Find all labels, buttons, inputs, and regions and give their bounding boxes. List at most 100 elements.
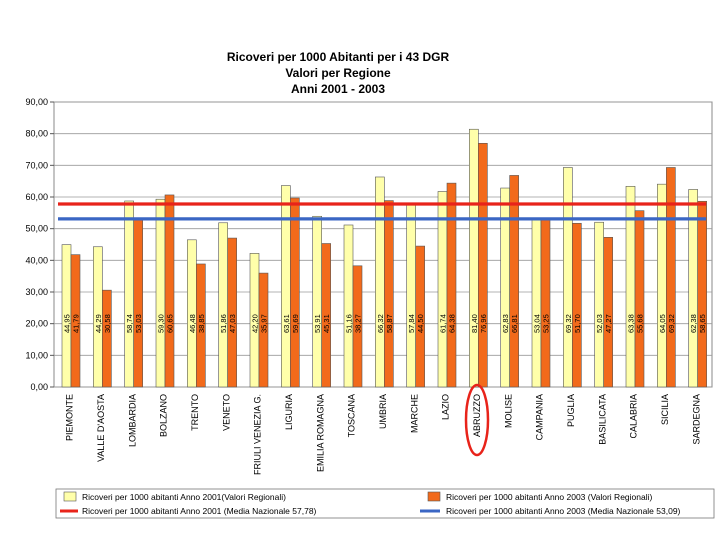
bar-2001 (437, 191, 448, 388)
bar-2001 (531, 218, 542, 388)
bar-2001 (375, 176, 385, 388)
category-label: LIGURIA (284, 394, 294, 430)
y-tick-label: 80,00 (25, 129, 48, 139)
bar-2001 (218, 222, 228, 388)
data-label-2001: 58,74 (125, 314, 134, 333)
bar-2001 (124, 200, 134, 388)
y-tick-label: 70,00 (25, 160, 48, 170)
bar-2003 (258, 272, 269, 388)
category-label: MARCHE (409, 394, 419, 433)
category-label: PIEMONTE (65, 394, 75, 441)
chart-title-line-3: Anni 2001 - 2003 (291, 82, 385, 96)
bar-2003 (70, 254, 81, 388)
bar-2003 (196, 263, 206, 388)
data-label-2003: 59,69 (291, 314, 300, 333)
data-label-2003: 55,68 (636, 314, 645, 333)
data-label-2001: 44,95 (63, 314, 72, 333)
data-label-2003: 53,03 (134, 314, 143, 333)
data-label-2003: 38,85 (197, 314, 206, 333)
data-label-2001: 62,83 (501, 314, 510, 333)
y-tick-label: 30,00 (25, 287, 48, 297)
category-label: LAZIO (441, 394, 451, 420)
data-label-2001: 53,04 (533, 314, 542, 333)
bar-2003 (227, 237, 237, 388)
category-label: EMILIA ROMAGNA (315, 394, 325, 472)
bar-2003 (634, 210, 645, 388)
category-label: CALABRIA (629, 394, 639, 439)
legend-label-2001: Ricoveri per 1000 abitanti Anno 2001(Val… (82, 492, 286, 502)
data-label-2001: 63,61 (282, 314, 291, 333)
bar-2003 (102, 289, 112, 388)
data-label-2003: 69,32 (667, 314, 676, 333)
category-label: VENETO (221, 394, 231, 431)
data-label-2001: 62,38 (689, 314, 698, 333)
bar-2001 (563, 167, 573, 388)
data-label-2001: 81,40 (470, 314, 479, 333)
data-label-2003: 58,87 (385, 314, 394, 333)
bar-2001 (625, 185, 636, 388)
y-tick-label: 40,00 (25, 255, 48, 265)
bar-2003 (321, 243, 331, 388)
category-label: CAMPANIA (535, 394, 545, 440)
bar-2003 (509, 175, 519, 388)
y-tick-label: 0,00 (30, 382, 48, 392)
category-label: TOSCANA (347, 394, 357, 437)
data-label-2003: 60,65 (166, 314, 175, 333)
chart-title: Ricoveri per 1000 Abitanti per i 43 DGR … (227, 50, 450, 96)
category-label: BOLZANO (159, 394, 169, 437)
bar-2001 (312, 215, 322, 388)
bar-2003 (290, 197, 300, 388)
bar-2003 (164, 194, 175, 388)
category-label: ABRUZZO (472, 394, 482, 437)
legend-label-avg-2001: Ricoveri per 1000 abitanti Anno 2001 (Me… (82, 506, 317, 516)
category-label: LOMBARDIA (127, 394, 137, 447)
data-label-2003: 30,58 (103, 314, 112, 333)
category-label: SICILIA (660, 394, 670, 425)
y-tick-label: 10,00 (25, 350, 48, 360)
data-label-2001: 44,29 (94, 314, 103, 333)
data-label-2003: 44,50 (416, 314, 425, 333)
category-label: MOLISE (503, 394, 513, 428)
category-label: TRENTO (190, 394, 200, 431)
data-label-2003: 45,31 (322, 314, 331, 333)
data-label-2003: 66,81 (510, 314, 519, 333)
chart-title-line-1: Ricoveri per 1000 Abitanti per i 43 DGR (227, 50, 450, 64)
data-label-2001: 51,86 (219, 314, 228, 333)
bar-2003 (415, 245, 425, 388)
data-label-2003: 58,65 (698, 314, 707, 333)
y-tick-label: 90,00 (25, 97, 48, 107)
data-label-2003: 35,97 (260, 314, 269, 333)
bar-2001 (469, 128, 479, 388)
bar-2003 (133, 218, 143, 388)
bar-2003 (572, 222, 582, 388)
data-label-2003: 47,03 (228, 314, 237, 333)
y-tick-label: 60,00 (25, 192, 48, 202)
bar-2003 (352, 265, 363, 388)
bar-2001 (594, 221, 604, 388)
bar-2003 (697, 200, 707, 388)
bar-2003 (446, 182, 457, 388)
legend: Ricoveri per 1000 abitanti Anno 2001(Val… (55, 488, 715, 519)
category-label: UMBRIA (378, 394, 388, 429)
data-label-2003: 53,25 (542, 314, 551, 333)
data-label-2003: 38,27 (354, 314, 363, 333)
data-label-2003: 41,79 (72, 314, 81, 333)
bar-2003 (603, 237, 613, 388)
bar-2001 (406, 203, 416, 388)
data-label-2001: 66,32 (376, 314, 385, 333)
legend-label-2003: Ricoveri per 1000 abitanti Anno 2003 (Va… (446, 492, 652, 502)
data-label-2001: 69,32 (564, 314, 573, 333)
bar-2003 (666, 167, 676, 388)
data-label-2003: 64,38 (448, 314, 457, 333)
bar-2003 (540, 218, 551, 388)
data-label-2001: 53,91 (313, 314, 322, 333)
bar-2001 (155, 198, 166, 388)
data-label-2001: 59,30 (157, 314, 166, 333)
data-label-2001: 63,38 (627, 314, 636, 333)
bar-2003 (384, 200, 394, 388)
bar-2003 (478, 142, 488, 388)
data-label-2001: 42,20 (251, 314, 260, 333)
category-label: FRIULI VENEZIA G. (253, 394, 263, 475)
data-label-2001: 51,16 (345, 314, 354, 333)
